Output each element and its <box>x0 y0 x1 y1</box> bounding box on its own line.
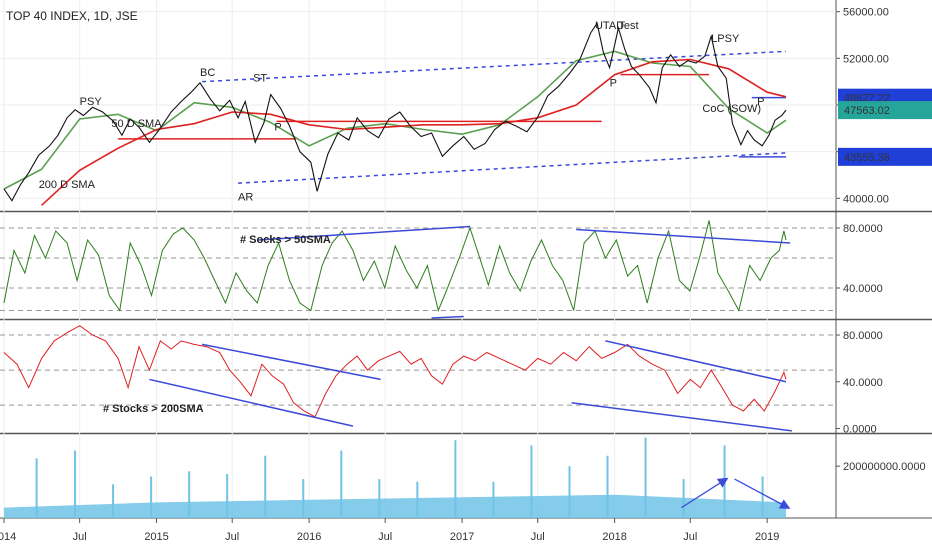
x-tick-label: Jul <box>73 531 87 543</box>
stocks-200-y-tick-label: 40.0000 <box>843 377 883 389</box>
volume-spike-bar <box>530 445 533 518</box>
x-tick-label: 2014 <box>0 531 16 543</box>
price-label-box <box>838 101 932 120</box>
stocks-200-series-line <box>3 325 787 418</box>
volume-spike-bar <box>723 445 726 518</box>
y-axes: 56000.0052000.0048000.0044000.0040000.00… <box>836 7 932 473</box>
volume-spike-bar <box>35 458 38 518</box>
series-line-price <box>3 21 787 202</box>
volume-spike-bar <box>188 471 191 518</box>
price-annotation: Test <box>618 20 638 32</box>
volume-spike-bar <box>761 476 764 518</box>
socks-50-trend-line <box>258 225 471 241</box>
price-annotation: CoC (SOW) <box>702 103 761 115</box>
x-tick-label: Jul <box>531 531 545 543</box>
price-y-tick-label: 40000.00 <box>843 193 889 205</box>
x-tick-label: Jul <box>225 531 239 543</box>
volume-spike-bar <box>492 481 495 518</box>
price-y-tick-label: 56000.00 <box>843 7 889 19</box>
x-tick-label: 2015 <box>144 531 168 543</box>
price-label-text: 43555.38 <box>844 152 890 164</box>
x-tick-label: 2018 <box>602 531 626 543</box>
price-annotation: 200 D SMA <box>39 179 96 191</box>
stocks-200-trend-line <box>605 340 787 383</box>
volume-spike-bar <box>454 440 457 518</box>
x-axis: 2014 Jul 2015 Jul 2016 Jul 2017 Jul 2018 Jul 2019 <box>0 518 779 543</box>
volume-spike-bar <box>112 484 115 518</box>
socks-50-trend-line <box>431 315 464 319</box>
price-annotation: BC <box>200 67 215 79</box>
price-annotation: UTAD <box>595 20 624 32</box>
x-tick-label: Jul <box>378 531 392 543</box>
chart-title: TOP 40 INDEX, 1D, JSE <box>6 9 138 23</box>
grid-lines <box>0 0 932 519</box>
price-annotation: P <box>610 77 617 89</box>
stocks-200-pane <box>0 325 836 432</box>
socks-50-y-tick-label: 40.0000 <box>843 283 883 295</box>
volume-spike-bar <box>150 476 153 518</box>
volume-spike-bar <box>302 479 305 518</box>
trend-line-lower-channel <box>238 152 787 184</box>
price-annotation: P <box>757 96 764 108</box>
stocks-200-y-tick-label: 0.0000 <box>843 423 877 435</box>
x-tick-label: 2017 <box>450 531 474 543</box>
volume-spike-bar <box>568 466 571 518</box>
socks-50-y-tick-label: 80.0000 <box>843 223 883 235</box>
price-y-tick-label: 52000.00 <box>843 53 889 65</box>
volume-spike-bar <box>682 479 685 518</box>
price-annotation: LPSY <box>711 33 740 45</box>
volume-spike-bar <box>226 473 229 518</box>
volume-spike-bar <box>606 455 609 518</box>
volume-spike-bar <box>378 479 381 518</box>
price-annotation: 50 D SMA <box>111 118 162 130</box>
pane-label-stocks-200: # Stocks > 200SMA <box>103 403 204 415</box>
stocks-200-trend-line <box>201 343 381 381</box>
socks-50-pane <box>0 220 836 319</box>
price-annotation: P <box>274 122 281 134</box>
series-line-200-d-sma <box>41 58 787 206</box>
price-label-box <box>838 147 932 166</box>
stocks-200-trend-line <box>149 378 354 427</box>
volume-pane <box>4 437 791 518</box>
volume-spike-bar <box>74 450 77 518</box>
x-tick-label: Jul <box>683 531 697 543</box>
socks-50-trend-line <box>576 228 791 244</box>
price-label-text: 47563.02 <box>844 105 890 117</box>
stocks-200-trend-line <box>571 402 792 432</box>
volume-spike-bar <box>264 455 267 518</box>
trend-line-upper-channel <box>202 50 787 83</box>
stocks-200-y-tick-label: 80.0000 <box>843 330 883 342</box>
price-annotation: AR <box>238 192 253 204</box>
x-tick-label: 2016 <box>297 531 321 543</box>
x-tick-label: 2019 <box>755 531 779 543</box>
price-annotation: PSY <box>80 96 103 108</box>
pane-label-socks-50: # Socks > 50SMA <box>240 234 331 246</box>
socks-50-series-line <box>3 220 787 313</box>
volume-spike-bar <box>644 437 647 518</box>
volume-trend-arrow <box>681 477 729 509</box>
volume-y-tick-label: 200000000.0000 <box>843 461 926 473</box>
volume-trend-arrow <box>734 478 791 509</box>
price-annotation: ST <box>253 73 267 85</box>
volume-spike-bar <box>416 481 419 518</box>
volume-spike-bar <box>340 450 343 518</box>
volume-baseline-area <box>4 494 786 518</box>
